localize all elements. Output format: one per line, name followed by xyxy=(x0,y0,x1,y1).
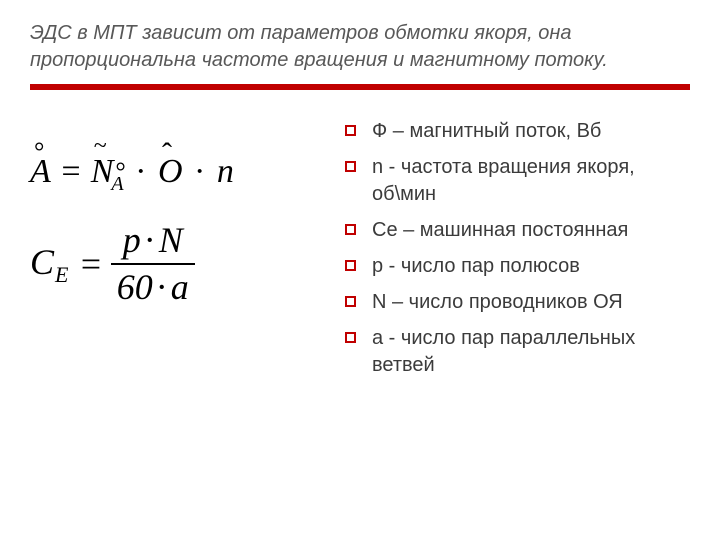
mult-dot: · xyxy=(191,153,208,190)
bullet-icon xyxy=(345,332,356,343)
fraction-bar xyxy=(111,263,195,265)
formula-block: A = NA · O · n CE = p·N xyxy=(30,153,345,309)
slide-title: ЭДС в МПТ зависит от параметров обмотки … xyxy=(30,20,690,74)
equation-2: CE = p·N 60·a xyxy=(30,220,345,309)
eq2-lhs-base: C xyxy=(30,242,54,282)
eq1-term1-sub: A xyxy=(111,173,123,196)
bullet-icon xyxy=(345,161,356,172)
slide-body: A = NA · O · n CE = p·N xyxy=(30,118,690,388)
list-item-text: Ф – магнитный поток, Вб xyxy=(372,118,601,145)
list-item: n - частота вращения якоря, об\мин xyxy=(345,154,690,208)
definitions-list: Ф – магнитный поток, Вб n - частота вращ… xyxy=(345,118,690,379)
list-item: Се – машинная постоянная xyxy=(345,217,690,244)
eq1-term3-base: n xyxy=(217,153,234,190)
bullet-icon xyxy=(345,260,356,271)
eq2-denominator: 60·a xyxy=(111,267,195,308)
eq2-lhs-sub: E xyxy=(55,262,68,287)
mult-dot: · xyxy=(132,153,149,190)
eq2-numerator: p·N xyxy=(117,220,189,261)
eq2-fraction: p·N 60·a xyxy=(111,220,195,309)
list-item-text: а - число пар параллельных ветвей xyxy=(372,325,690,379)
mult-dot: · xyxy=(141,220,159,260)
bullet-icon xyxy=(345,224,356,235)
bullet-icon xyxy=(345,125,356,136)
list-item: р - число пар полюсов xyxy=(345,253,690,280)
eq2-den-right: a xyxy=(171,267,189,307)
eq2-lhs: CE xyxy=(30,241,68,288)
equals-sign: = xyxy=(78,243,102,285)
eq2-den-left: 60 xyxy=(117,267,153,307)
list-item: Ф – магнитный поток, Вб xyxy=(345,118,690,145)
slide: ЭДС в МПТ зависит от параметров обмотки … xyxy=(0,0,720,408)
list-item-text: Се – машинная постоянная xyxy=(372,217,628,244)
definitions-column: Ф – магнитный поток, Вб n - частота вращ… xyxy=(345,118,690,388)
bullet-icon xyxy=(345,296,356,307)
eq2-num-right: N xyxy=(159,220,183,260)
list-item-text: р - число пар полюсов xyxy=(372,253,580,280)
list-item: а - число пар параллельных ветвей xyxy=(345,325,690,379)
eq1-lhs: A xyxy=(30,153,51,191)
equals-sign: = xyxy=(59,153,90,190)
equation-1: A = NA · O · n xyxy=(30,153,345,196)
list-item: N – число проводников ОЯ xyxy=(345,289,690,316)
eq1-term2-base: O xyxy=(158,153,183,191)
eq2-num-left: p xyxy=(123,220,141,260)
mult-dot: · xyxy=(153,267,171,307)
formula-column: A = NA · O · n CE = p·N xyxy=(30,118,345,388)
divider-rule xyxy=(30,84,690,90)
list-item-text: n - частота вращения якоря, об\мин xyxy=(372,154,690,208)
list-item-text: N – число проводников ОЯ xyxy=(372,289,623,316)
